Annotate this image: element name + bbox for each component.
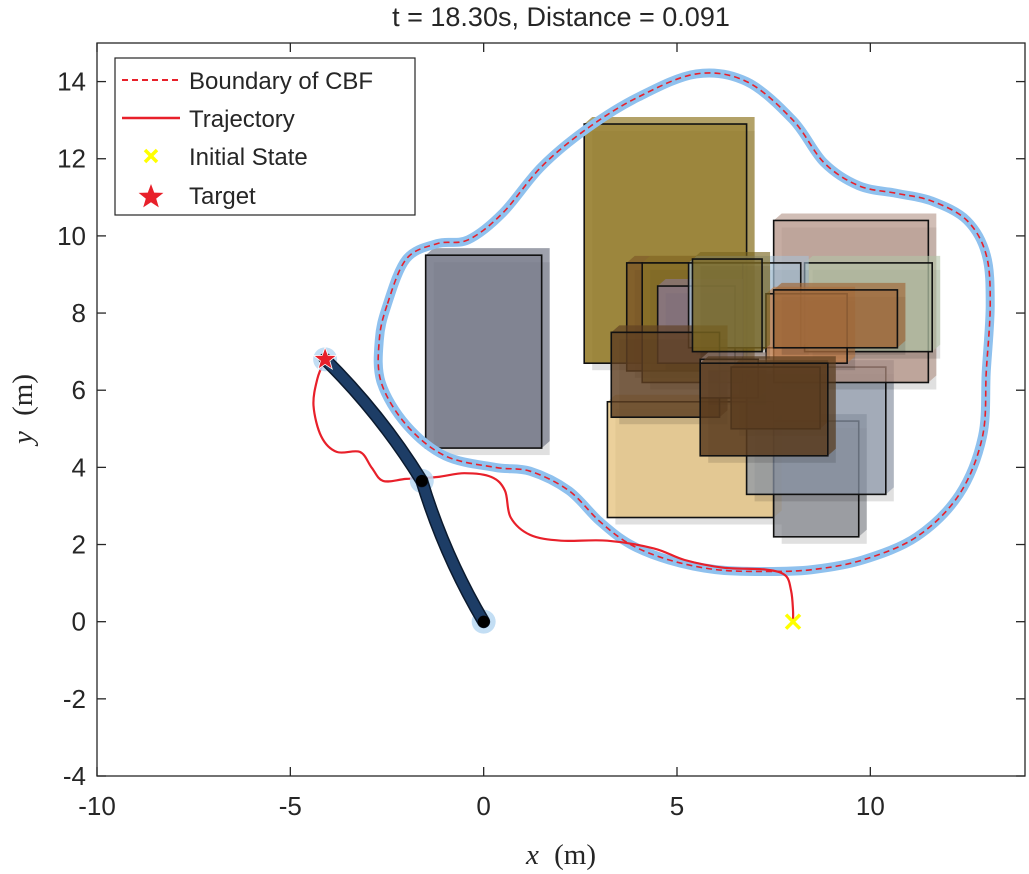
- plot-content: [312, 68, 995, 634]
- obstacle-face: [772, 289, 899, 349]
- legend-box: [114, 57, 416, 216]
- robot-arm: [313, 347, 496, 634]
- target-marker: [312, 346, 338, 371]
- chart-title: t = 18.30s, Distance = 0.091: [392, 2, 730, 32]
- trajectory: [312, 358, 795, 622]
- arm-link-0: [416, 475, 489, 627]
- obstacle-15: [699, 356, 836, 463]
- x-axis-var: x: [525, 839, 539, 871]
- legend: Boundary of CBF Trajectory Initial State…: [114, 57, 416, 216]
- y-tick-label: 0: [72, 607, 86, 637]
- x-ticks: -10 -5 0 5 10: [78, 43, 885, 821]
- obstacle-face: [691, 258, 763, 353]
- y-tick-label: 4: [72, 452, 86, 482]
- y-tick-label: 8: [72, 298, 86, 328]
- x-axis-label: x (m): [525, 839, 596, 871]
- legend-initial-label: Initial State: [189, 144, 308, 171]
- legend-trajectory-label: Trajectory: [189, 106, 295, 133]
- x-tick-label: 5: [670, 791, 684, 821]
- legend-boundary-label: Boundary of CBF: [189, 68, 373, 95]
- arm-link-1: [320, 354, 427, 486]
- obstacles: [424, 117, 941, 544]
- cbf-boundary: [373, 68, 995, 576]
- x-tick-label: -10: [78, 791, 116, 821]
- joint-0: [477, 615, 490, 628]
- x-tick-label: 10: [856, 791, 885, 821]
- y-tick-label: -4: [63, 761, 86, 791]
- markers: [312, 346, 802, 630]
- y-tick-label: 2: [72, 530, 86, 560]
- y-axis-label: y (m): [7, 374, 39, 447]
- joint-1: [415, 474, 428, 487]
- axes-box: [96, 42, 1026, 777]
- y-tick-label: 10: [57, 221, 86, 251]
- y-tick-label: -2: [63, 684, 86, 714]
- obstacle-16: [691, 252, 771, 359]
- y-axis-var: y: [7, 431, 39, 447]
- trajectory-line: [312, 358, 795, 622]
- obstacle-3: [424, 248, 550, 456]
- x-tick-label: -5: [279, 791, 302, 821]
- legend-target-label: Target: [189, 183, 256, 210]
- y-ticks: -4 -2 0 2 4 6 8 10 12 14: [57, 67, 1025, 791]
- y-tick-label: 14: [57, 67, 86, 97]
- legend-initial-swatch: [143, 148, 159, 164]
- initial-state-marker: [784, 613, 802, 630]
- y-axis-unit: (m): [7, 374, 39, 416]
- boundary-line: [377, 72, 992, 573]
- y-tick-label: 6: [72, 375, 86, 405]
- y-tick-label: 12: [57, 144, 86, 174]
- x-tick-label: 0: [476, 791, 490, 821]
- x-axis-unit: (m): [554, 839, 596, 871]
- initial-stroke-b: [784, 613, 802, 630]
- obstacle-face: [424, 254, 543, 449]
- legend-target-swatch: [138, 184, 164, 208]
- obstacle-17: [772, 282, 906, 355]
- obstacle-face: [699, 362, 829, 457]
